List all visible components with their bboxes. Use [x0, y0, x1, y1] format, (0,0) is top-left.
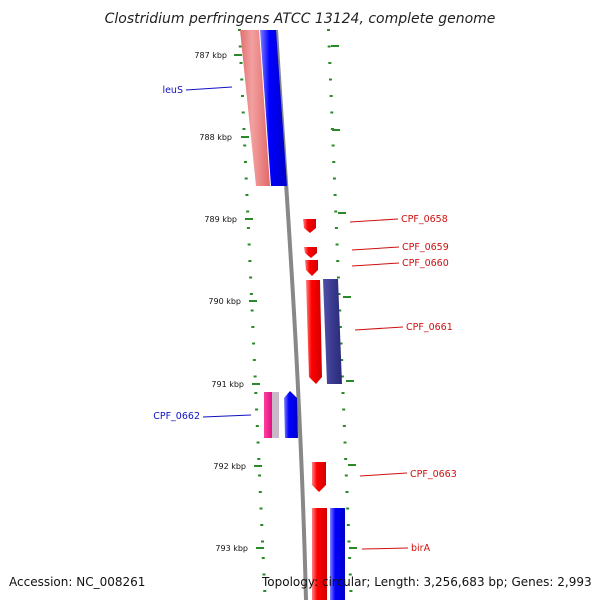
gene-label-CPF_0660[interactable]: CPF_0660: [402, 258, 449, 269]
gene-CPF_0658-arrow[interactable]: [303, 219, 316, 233]
gene-label-leuS[interactable]: leuS: [162, 85, 183, 96]
gene-feature-blue[interactable]: [260, 30, 287, 186]
inner-tick-track: [238, 29, 267, 592]
kbp-label-787: 787 kbp: [194, 51, 227, 60]
kbp-label-790: 790 kbp: [208, 297, 241, 306]
gene-CPF_0662-magenta-block[interactable]: [264, 392, 272, 438]
gene-label-CPF_0663[interactable]: CPF_0663: [410, 469, 457, 480]
CPF_0663-leader: [359, 472, 408, 477]
gene-label-CPF_0661[interactable]: CPF_0661: [406, 322, 453, 333]
gene-CPF_0660-arrow[interactable]: [305, 260, 318, 276]
accession-text: Accession: NC_008261: [9, 575, 145, 589]
leuS-leader: [185, 86, 233, 91]
topology-text: Topology: circular; Length: 3,256,683 bp…: [261, 575, 592, 589]
gene-CPF_0659-arrow[interactable]: [304, 247, 317, 258]
CPF_0662-leader: [202, 414, 252, 418]
gene-CPF_0662-blue-arrow[interactable]: [284, 391, 298, 438]
gene-label-birA[interactable]: birA: [411, 543, 431, 554]
gene-label-CPF_0659[interactable]: CPF_0659: [402, 242, 449, 253]
gene-CPF_0661-navy-block[interactable]: [323, 279, 342, 384]
gene-CPF_0662-light-strip[interactable]: [272, 392, 279, 438]
gene-leuS-block[interactable]: [240, 30, 287, 186]
gene-label-CPF_0662[interactable]: CPF_0662: [153, 411, 200, 422]
kbp-label-791: 791 kbp: [211, 380, 244, 389]
gene-CPF_0663-arrow[interactable]: [312, 462, 326, 492]
outer-major-ticks: [331, 45, 357, 549]
gene-feature-pink[interactable]: [240, 30, 270, 186]
kbp-label-789: 789 kbp: [204, 215, 237, 224]
kbp-label-788: 788 kbp: [199, 133, 232, 142]
gene-birA-blue-block[interactable]: [330, 508, 345, 600]
gene-CPF_0661-arrow[interactable]: [306, 280, 322, 384]
CPF_0659-leader: [351, 246, 400, 251]
kbp-label-793: 793 kbp: [215, 544, 248, 553]
gene-label-CPF_0658[interactable]: CPF_0658: [401, 214, 448, 225]
kbp-ruler: 787 kbp 788 kbp 789 kbp 790 kbp 791 kbp …: [194, 51, 264, 553]
CPF_0660-leader: [351, 262, 400, 267]
CPF_0658-leader: [349, 218, 399, 223]
CPF_0661-leader: [354, 326, 404, 331]
map-title: Clostridium perfringens ATCC 13124, comp…: [105, 11, 496, 27]
birA-leader: [361, 547, 409, 550]
gene-birA-red-block[interactable]: [312, 508, 327, 600]
kbp-label-792: 792 kbp: [213, 462, 246, 471]
